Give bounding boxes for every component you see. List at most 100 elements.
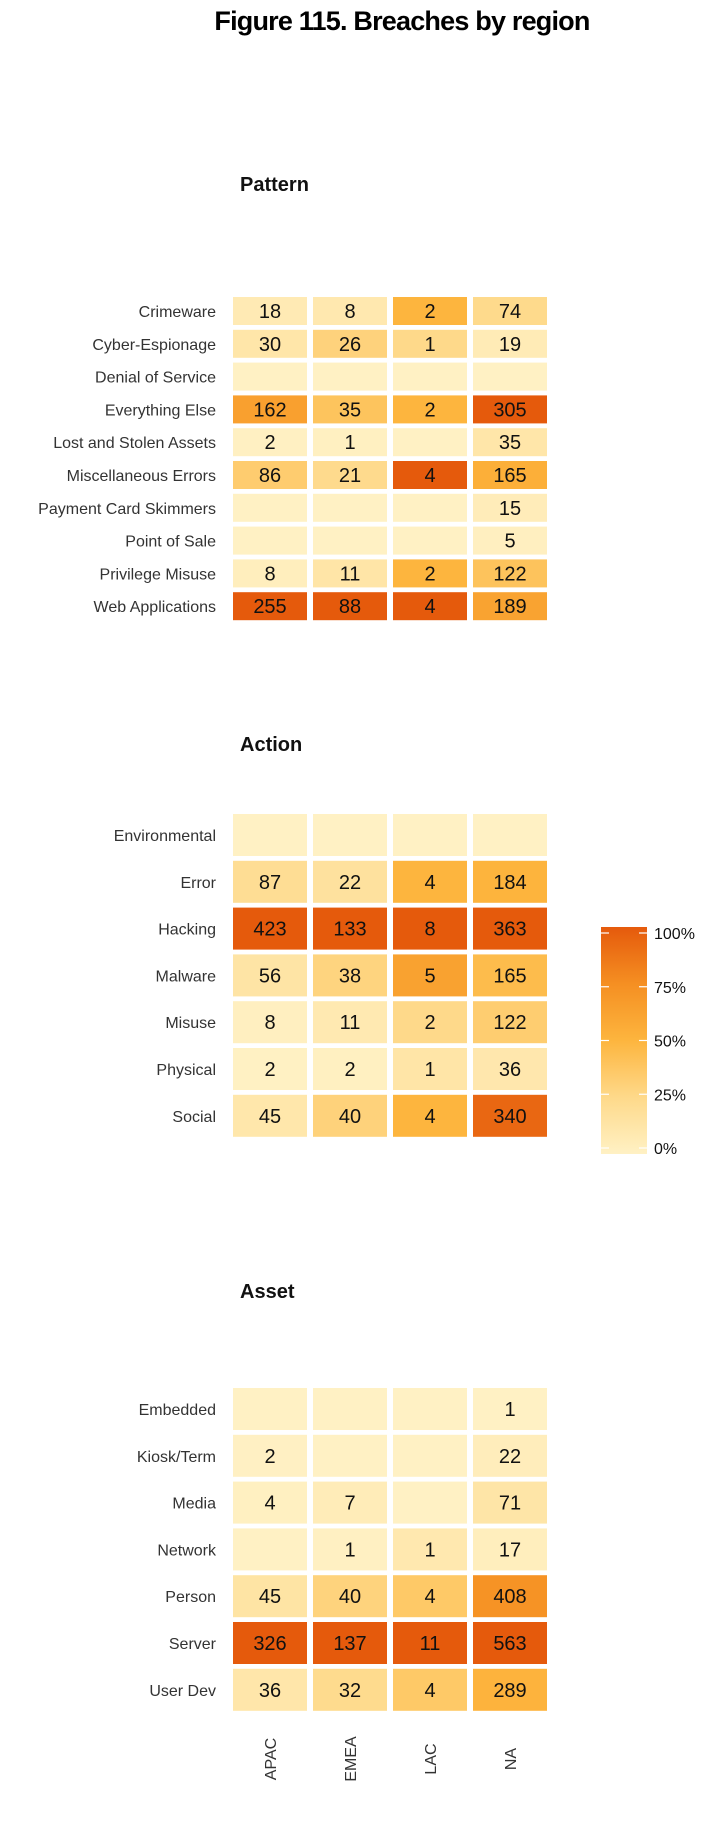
- column-label: EMEA: [343, 1736, 360, 1782]
- heatmap-cell: [233, 362, 307, 391]
- cell-value: 305: [493, 399, 526, 421]
- heatmap-cell: [473, 526, 547, 555]
- cell-value: 1: [424, 1059, 435, 1081]
- cell-value: 2: [264, 1446, 275, 1468]
- cell-value: 1: [344, 432, 355, 454]
- heatmap-cell: [393, 814, 467, 856]
- heatmap-cell: [393, 592, 467, 621]
- cell-value: 2: [424, 563, 435, 585]
- row-label: Misuse: [165, 1015, 216, 1032]
- heatmap-cell: [313, 1001, 387, 1044]
- cell-value: 408: [493, 1586, 526, 1608]
- heatmap-cell: [473, 493, 547, 522]
- heatmap-cell: [473, 329, 547, 358]
- heatmap-cell: [313, 860, 387, 903]
- heatmap-cell: [233, 1668, 307, 1711]
- cell-value: 133: [333, 919, 366, 941]
- row-label: Miscellaneous Errors: [67, 468, 216, 485]
- cell-value: 2: [264, 1059, 275, 1081]
- heatmap-cell: [233, 1528, 307, 1571]
- row-label: Server: [169, 1636, 217, 1653]
- cell-value: 30: [259, 334, 281, 356]
- cell-value: 35: [499, 432, 521, 454]
- heatmap-cell: [393, 493, 467, 522]
- cell-value: 40: [339, 1586, 361, 1608]
- heatmap-cell: [393, 1481, 467, 1524]
- cell-value: 40: [339, 1106, 361, 1128]
- row-label: Malware: [156, 968, 217, 985]
- cell-value: 11: [340, 1012, 361, 1034]
- cell-value: 22: [499, 1446, 521, 1468]
- cell-value: 11: [340, 563, 361, 585]
- heatmap-cell: [393, 395, 467, 424]
- heatmap-cell: [473, 907, 547, 950]
- cell-value: 2: [424, 1012, 435, 1034]
- cell-value: 4: [424, 1680, 435, 1702]
- cell-value: 1: [504, 1399, 515, 1421]
- heatmap-cell: [473, 1048, 547, 1090]
- figure-title: Figure 115. Breaches by region: [214, 6, 590, 36]
- heatmap-cell: [233, 1575, 307, 1618]
- row-label: Network: [157, 1542, 217, 1559]
- cell-value: 423: [253, 919, 286, 941]
- heatmap-cell: [233, 297, 307, 325]
- heatmap-cell: [233, 907, 307, 950]
- cell-value: 8: [424, 919, 435, 941]
- heatmap-cell: [393, 1575, 467, 1618]
- heatmap-cell: [313, 362, 387, 391]
- row-label: Privilege Misuse: [100, 566, 217, 583]
- legend-label: 25%: [654, 1087, 686, 1104]
- heatmap-cell: [473, 592, 547, 621]
- row-label: Kiosk/Term: [137, 1449, 216, 1466]
- heatmap-cell: [233, 526, 307, 555]
- heatmap-cell: [233, 493, 307, 522]
- heatmap-cell: [313, 428, 387, 457]
- heatmap-cell: [393, 297, 467, 325]
- cell-value: 4: [424, 1586, 435, 1608]
- heatmap-cell: [473, 1622, 547, 1664]
- cell-value: 87: [259, 872, 281, 894]
- heatmap-cell: [393, 1528, 467, 1571]
- cell-value: 122: [493, 563, 526, 585]
- cell-value: 2: [264, 432, 275, 454]
- heatmap-cell: [233, 395, 307, 424]
- cell-value: 35: [339, 399, 361, 421]
- heatmap-cell: [233, 1001, 307, 1044]
- cell-value: 340: [493, 1106, 526, 1128]
- cell-value: 45: [259, 1106, 281, 1128]
- heatmap-cell: [473, 1434, 547, 1477]
- heatmap-cell: [233, 461, 307, 489]
- heatmap-cell: [393, 1622, 467, 1664]
- heatmap-cell: [393, 1434, 467, 1477]
- color-legend: 100% 75% 50% 25% 0%: [601, 926, 695, 1158]
- row-label: Cyber-Espionage: [92, 337, 216, 354]
- heatmap-cell: [473, 1528, 547, 1571]
- cell-value: 7: [344, 1493, 355, 1515]
- heatmap-cell: [473, 362, 547, 391]
- heatmap-cell: [473, 1481, 547, 1524]
- heatmap-cell: [233, 592, 307, 621]
- cell-value: 162: [253, 399, 286, 421]
- cell-value: 8: [264, 563, 275, 585]
- row-label: Media: [172, 1496, 216, 1513]
- row-label: Crimeware: [139, 304, 216, 321]
- cell-value: 74: [499, 301, 521, 323]
- heatmap-cell: [233, 860, 307, 903]
- cell-value: 38: [339, 965, 361, 987]
- heatmap-cell: [313, 1528, 387, 1571]
- heatmap-cell: [313, 1094, 387, 1137]
- row-label: User Dev: [149, 1683, 216, 1700]
- cell-value: 18: [259, 301, 281, 323]
- cell-value: 88: [339, 596, 361, 618]
- heatmap-cell: [313, 1434, 387, 1477]
- cell-value: 326: [253, 1633, 286, 1655]
- heatmap-cell: [473, 814, 547, 856]
- row-label: Payment Card Skimmers: [38, 501, 216, 518]
- heatmap-cell: [233, 1094, 307, 1137]
- heatmap-cell: [393, 1048, 467, 1090]
- heatmap-cell: [473, 1094, 547, 1137]
- heatmap-cell: [313, 395, 387, 424]
- heatmap-cell: [473, 395, 547, 424]
